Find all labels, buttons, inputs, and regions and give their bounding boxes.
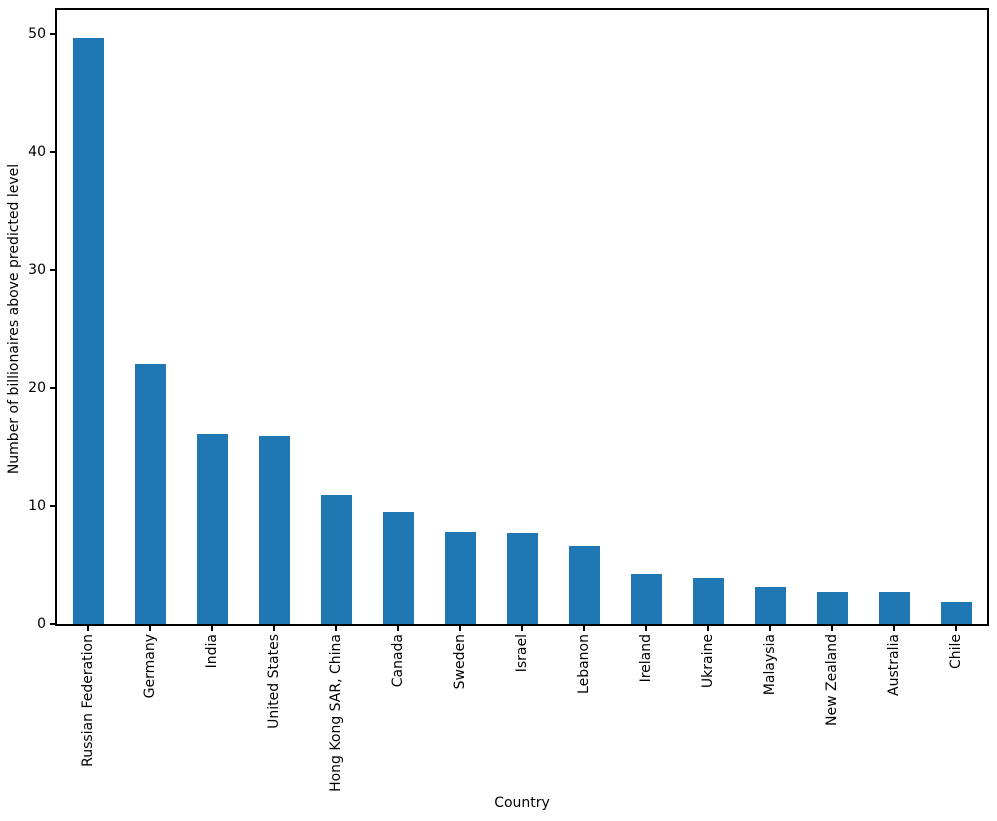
x-tick-mark: [769, 626, 771, 631]
x-tick-mark: [583, 626, 585, 631]
x-axis-label: Country: [494, 795, 550, 811]
bar-ukraine: [692, 577, 724, 624]
x-tick-mark: [211, 626, 213, 631]
y-tick-mark: [50, 32, 55, 35]
x-tick-label: India: [204, 634, 220, 669]
x-tick-mark: [149, 626, 151, 631]
y-tick-label: 50: [28, 25, 46, 42]
x-tick-label: Ireland: [638, 634, 654, 683]
x-tick-mark: [955, 626, 957, 631]
x-tick-mark: [893, 626, 895, 631]
y-tick-mark: [50, 150, 55, 153]
x-tick-label: Ukraine: [700, 634, 716, 689]
x-tick-mark: [707, 626, 709, 631]
x-tick-mark: [521, 626, 523, 631]
y-tick-mark: [50, 623, 55, 625]
bar-israel: [506, 533, 538, 624]
x-tick-label: Hong Kong SAR, China: [328, 634, 344, 792]
y-tick-label: 0: [37, 616, 46, 632]
x-tick-label: Canada: [390, 634, 406, 688]
x-tick-mark: [273, 626, 275, 631]
bar-malaysia: [754, 587, 786, 624]
y-tick-label: 30: [28, 261, 46, 278]
x-tick-label: Australia: [886, 634, 902, 696]
bar-australia: [878, 592, 910, 624]
plot-area: [55, 8, 989, 626]
bar-russian-federation: [72, 38, 104, 624]
bar-new-zealand: [816, 592, 848, 624]
x-tick-mark: [459, 626, 461, 631]
x-tick-mark: [831, 626, 833, 631]
bar-lebanon: [568, 546, 600, 624]
bar-hong-kong-sar-china: [320, 495, 352, 624]
x-tick-mark: [335, 626, 337, 631]
x-tick-label: Germany: [142, 634, 158, 699]
y-tick-label: 20: [28, 379, 46, 396]
y-tick-label: 40: [28, 143, 46, 160]
x-tick-mark: [87, 626, 89, 631]
x-tick-label: Sweden: [452, 634, 468, 690]
y-tick-label: 10: [28, 497, 46, 514]
bar-india: [196, 433, 228, 624]
bar-canada: [382, 511, 414, 624]
x-tick-mark: [397, 626, 399, 631]
x-tick-mark: [645, 626, 647, 631]
x-tick-label: United States: [266, 634, 282, 729]
x-tick-label: Chile: [948, 634, 964, 670]
bar-chile: [940, 601, 972, 624]
y-tick-mark: [50, 386, 55, 389]
x-tick-label: Russian Federation: [80, 634, 96, 767]
bar-sweden: [444, 531, 476, 624]
y-tick-mark: [50, 268, 55, 271]
bar-ireland: [630, 574, 662, 624]
x-tick-label: Israel: [514, 634, 530, 673]
y-tick-mark: [50, 504, 55, 507]
x-tick-label: Lebanon: [576, 634, 592, 694]
y-axis-label: Number of billionaires above predicted l…: [6, 163, 22, 475]
x-tick-label: Malaysia: [762, 634, 778, 696]
bar-united-states: [258, 436, 290, 624]
bar-germany: [134, 364, 166, 624]
x-tick-label: New Zealand: [824, 634, 840, 726]
